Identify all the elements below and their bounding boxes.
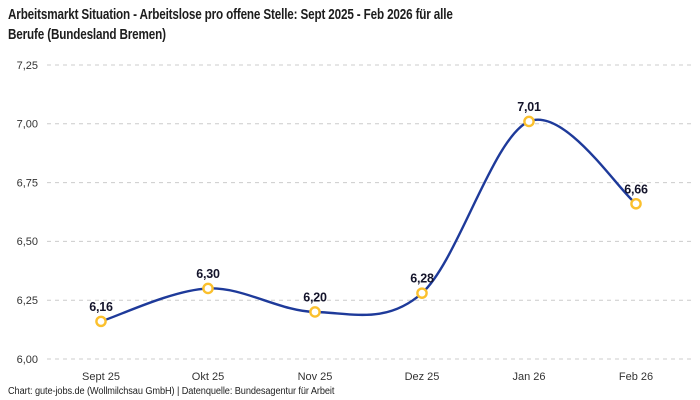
data-point-marker[interactable] [416,287,428,299]
data-point-label: 6,20 [303,290,327,304]
y-axis-tick-label: 6,50 [17,236,38,248]
data-point-marker[interactable] [630,197,642,210]
y-axis-tick-label: 7,25 [17,60,38,72]
x-axis-tick-label: Feb 26 [619,371,653,383]
x-axis-tick-label: Dez 25 [405,371,440,383]
chart-title-line-1: Arbeitsmarkt Situation - Arbeitslose pro… [8,6,453,23]
y-axis-tick-label: 6,00 [17,354,38,366]
x-axis-tick-label: Jan 26 [512,371,545,383]
data-point-label: 6,30 [196,267,220,281]
y-axis-tick-label: 7,00 [17,119,38,131]
data-point-label: 6,16 [89,300,113,314]
x-axis-tick-label: Okt 25 [192,371,224,383]
data-point-marker[interactable] [95,315,107,328]
data-point-marker[interactable] [523,115,535,128]
x-axis-tick-label: Nov 25 [298,371,333,383]
data-point-label: 7,01 [517,100,541,114]
x-axis-tick-label: Sept 25 [82,371,120,383]
chart-title-line-2: Berufe (Bundesland Bremen) [8,25,166,43]
data-point-label: 6,28 [410,272,434,286]
y-axis-tick-label: 6,75 [17,177,38,189]
data-line [99,118,638,323]
data-point-label: 6,66 [624,182,648,196]
chart-title: Arbeitsmarkt Situation - Arbeitslose pro… [8,5,453,45]
y-axis-tick-label: 6,25 [17,295,38,307]
data-point-marker[interactable] [309,306,321,318]
data-point-marker[interactable] [202,282,214,295]
chart-attribution: Chart: gute-jobs.de (Wollmilchsau GmbH) … [8,386,335,397]
